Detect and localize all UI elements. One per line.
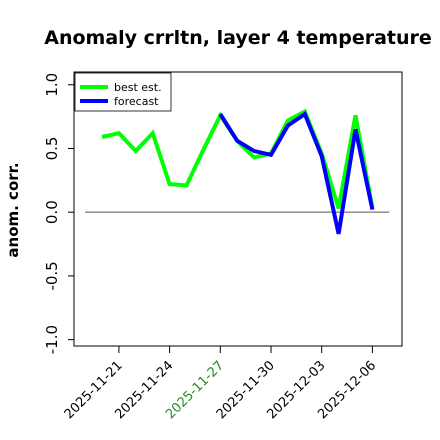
y-axis-ticks: -1.0 -0.5 0.0 0.5 1.0 [43,73,74,354]
y-tick-label: 1.0 [43,73,61,97]
x-axis-ticks: 2025-11-212025-11-242025-11-272025-11-30… [62,346,379,422]
legend-label: forecast [114,95,159,108]
y-axis-label: anom. corr. [4,162,22,257]
legend-box [74,72,172,112]
plot-frame [73,71,403,347]
y-tick-label: -0.5 [43,261,61,290]
legend-label: best est. [114,81,162,94]
chart-title: Anomaly crrltn, layer 4 temperature [44,27,432,49]
series-line [218,111,375,235]
series-forecast [218,111,375,235]
y-tick-label: 0.5 [43,137,61,161]
y-tick-label: 0.0 [43,200,61,224]
legend: best est.forecast [74,72,172,112]
series-layer [101,108,375,235]
y-tick-label: -1.0 [43,325,61,354]
